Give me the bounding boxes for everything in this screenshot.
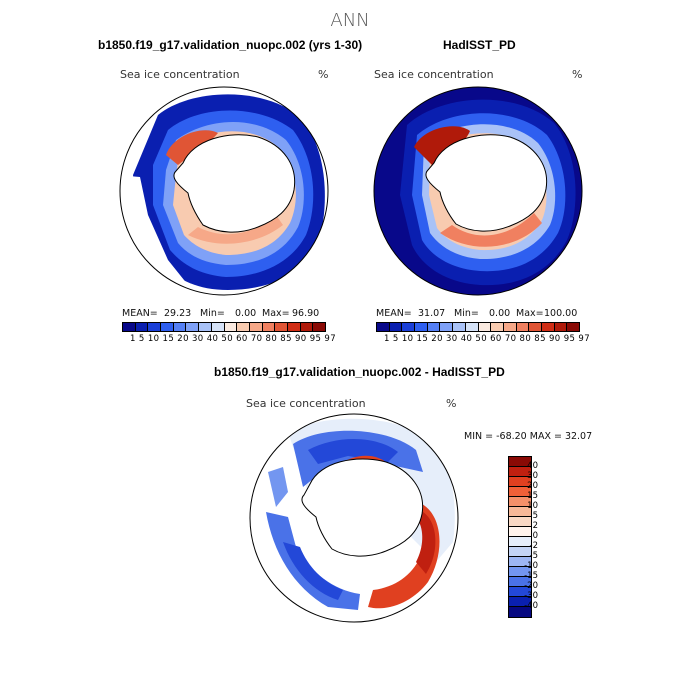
panel1-unit: % [318,68,329,81]
panel1-min-label: Min= [200,308,225,319]
panel2-unit: % [572,68,583,81]
colorbar-swatch [389,323,403,331]
panel2-max-label: Max= [516,308,544,319]
panel1-colorbar-ticks: 1 5 10 15 20 30 40 50 60 70 80 85 90 95 … [130,334,337,344]
colorbar-swatch [478,323,492,331]
panel1-mean-value: 29.23 [164,308,192,319]
colorbar-swatch [509,567,531,577]
panel1-mean-label: MEAN= [122,308,158,319]
panel2-min-value: 0.00 [489,308,511,319]
colorbar-swatch [509,537,531,547]
panel2-variable-label: Sea ice concentration [374,68,494,81]
colorbar-swatch [415,323,428,331]
colorbar-tick-label: -20 [524,581,538,591]
colorbar-swatch [491,323,504,331]
panel3-colorbar [508,456,532,618]
colorbar-swatch [503,323,517,331]
colorbar-tick-label: -40 [524,601,538,611]
colorbar-swatch [529,323,542,331]
colorbar-swatch [465,323,479,331]
panel2-mean-label: MEAN= [376,308,412,319]
panel2-title: HadISST_PD [443,38,516,52]
colorbar-swatch [509,597,531,607]
panel3-variable-label: Sea ice concentration [246,397,366,410]
colorbar-swatch [377,323,390,331]
panel2-colorbar-ticks: 1 5 10 15 20 30 40 50 60 70 80 85 90 95 … [384,334,591,344]
colorbar-swatch [402,323,416,331]
colorbar-swatch [509,607,531,617]
panel3-colorbar-ticks: 40 30 20 15 10 5 2 0 -2 -5 -10 -15 -20 -30 -40 [514,461,538,611]
colorbar-swatch [509,467,531,477]
panel1-variable-label: Sea ice concentration [120,68,240,81]
colorbar-swatch [427,323,441,331]
colorbar-swatch [135,323,149,331]
colorbar-swatch [199,323,212,331]
colorbar-tick-label: -15 [524,571,538,581]
panel2-map [373,86,583,296]
panel3-minmax: MIN = -68.20 MAX = 32.07 [464,431,593,442]
panel2-colorbar [376,322,580,332]
colorbar-swatch [509,547,531,557]
panel1-colorbar [122,322,326,332]
colorbar-tick-label: 0 [532,531,538,541]
panel1-min-value: 0.00 [235,308,257,319]
panel3-map [249,413,459,623]
panel1-title: b1850.f19_g17.validation_nuopc.002 (yrs … [98,38,363,52]
colorbar-tick-label: -10 [524,561,538,571]
colorbar-swatch [453,323,466,331]
colorbar-swatch [148,323,162,331]
colorbar-swatch [186,323,200,331]
colorbar-swatch [509,557,531,567]
colorbar-swatch [440,323,454,331]
panel1-map [119,86,329,296]
colorbar-swatch [516,323,530,331]
panel1-max-label: Max= [262,308,290,319]
colorbar-swatch [275,323,288,331]
colorbar-swatch [541,323,555,331]
colorbar-swatch [509,587,531,597]
colorbar-swatch [509,497,531,507]
colorbar-tick-label: 20 [527,481,538,491]
colorbar-swatch [161,323,174,331]
panel1-max-value: 96.90 [292,308,320,319]
colorbar-swatch [509,527,531,537]
figure-title: ANN [330,10,370,31]
colorbar-swatch [237,323,250,331]
colorbar-tick-label: 40 [527,461,538,471]
colorbar-tick-label: -5 [529,551,538,561]
panel2-mean-value: 31.07 [418,308,446,319]
colorbar-tick-label: -30 [524,591,538,601]
colorbar-swatch [287,323,301,331]
colorbar-tick-label: 15 [527,491,538,501]
panel3-unit: % [446,397,457,410]
colorbar-swatch [567,323,579,331]
colorbar-swatch [249,323,263,331]
panel2-max-value: 100.00 [544,308,578,319]
panel3-title: b1850.f19_g17.validation_nuopc.002 - Had… [214,365,505,379]
colorbar-swatch [262,323,276,331]
colorbar-tick-label: 30 [527,471,538,481]
colorbar-swatch [509,577,531,587]
colorbar-swatch [211,323,225,331]
colorbar-swatch [224,323,238,331]
colorbar-swatch [554,323,568,331]
colorbar-swatch [509,517,531,527]
colorbar-swatch [173,323,187,331]
colorbar-swatch [509,457,531,467]
colorbar-tick-label: 5 [532,511,538,521]
colorbar-tick-label: 10 [527,501,538,511]
colorbar-tick-label: -2 [529,541,538,551]
colorbar-swatch [313,323,325,331]
colorbar-swatch [300,323,314,331]
colorbar-swatch [509,477,531,487]
colorbar-swatch [123,323,136,331]
colorbar-tick-label: 2 [532,521,538,531]
panel2-min-label: Min= [454,308,479,319]
colorbar-swatch [509,507,531,517]
colorbar-swatch [509,487,531,497]
